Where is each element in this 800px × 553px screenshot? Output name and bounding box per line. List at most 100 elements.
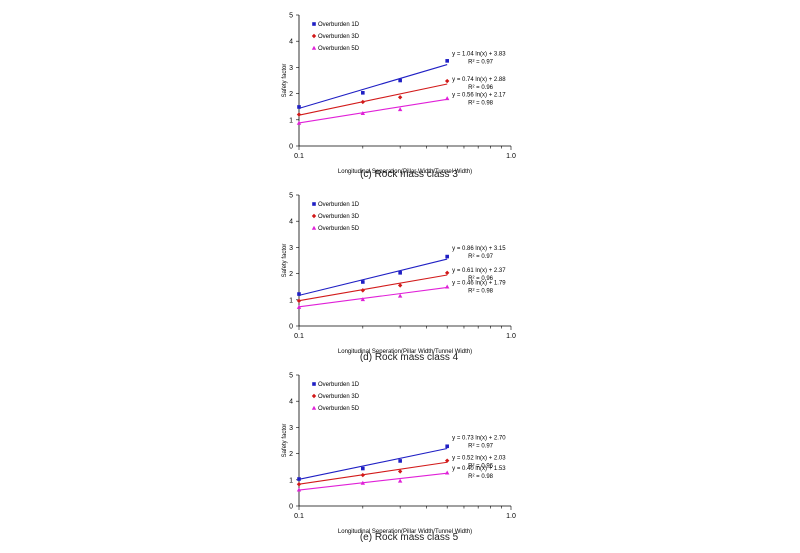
trendline-equation: y = 0.74 ln(x) + 2.88 <box>452 77 506 83</box>
chart-caption: (d) Rock mass class 4 <box>360 352 459 363</box>
trend-line-2 <box>298 274 448 302</box>
data-point <box>296 112 302 117</box>
data-point <box>360 472 366 478</box>
legend-label: Overburden 1D <box>318 382 360 388</box>
trendline-equation: y = 1.04 ln(x) + 3.83 <box>452 52 506 58</box>
r-squared-label: R² = 0.96 <box>468 85 494 91</box>
y-tick-label: 1 <box>289 477 293 484</box>
data-point <box>397 283 403 288</box>
r-squared-label: R² = 0.98 <box>468 288 494 294</box>
r-squared-label: R² = 0.98 <box>468 474 494 480</box>
legend-label: Overburden 3D <box>318 214 360 220</box>
data-point <box>444 78 450 84</box>
y-tick-label: 1 <box>289 117 293 124</box>
y-tick-label: 3 <box>289 245 293 252</box>
data-point <box>444 470 450 475</box>
y-tick-label: 5 <box>289 13 293 20</box>
trendline-equation: y = 0.56 ln(x) + 2.17 <box>452 92 506 98</box>
data-point <box>296 487 302 492</box>
trend-line-2 <box>298 83 448 116</box>
chart-panel-3: 0 1 2 3 4 5 0.1 1.0 Longitudinal Seperation(Pill… <box>282 373 516 544</box>
legend-label: Overburden 5D <box>318 226 360 232</box>
x-tick-label: 0.1 <box>294 153 304 160</box>
r-squared-label: R² = 0.97 <box>468 254 494 260</box>
data-point <box>296 304 302 309</box>
trendline-equation: y = 0.73 ln(x) + 2.70 <box>452 436 506 442</box>
data-point <box>397 469 403 474</box>
y-tick-label: 5 <box>289 193 293 200</box>
legend-marker <box>311 33 317 39</box>
trendline-equation: y = 0.46 ln(x) + 1.79 <box>452 280 506 286</box>
data-point <box>360 99 366 105</box>
trend-line-2 <box>298 461 448 485</box>
legend-marker <box>311 45 317 50</box>
trend-line-1 <box>298 64 448 109</box>
x-axis-title: Longitudinal Seperation(Pillar Width/Tun… <box>338 529 472 535</box>
data-point <box>397 293 403 298</box>
trendline-equation: y = 0.40 ln(x) + 1.53 <box>452 466 506 472</box>
data-point <box>360 111 366 116</box>
legend-marker <box>312 382 316 386</box>
x-tick-label: 1.0 <box>506 153 516 160</box>
y-tick-label: 3 <box>289 425 293 432</box>
y-axis-title: Safety factor <box>282 64 288 98</box>
legend-label: Overburden 1D <box>318 202 360 208</box>
data-point <box>361 280 365 284</box>
legend-label: Overburden 5D <box>318 406 360 412</box>
y-tick-label: 0 <box>289 504 293 511</box>
y-tick-label: 4 <box>289 399 293 406</box>
r-squared-label: R² = 0.98 <box>468 100 494 106</box>
data-point <box>397 95 403 100</box>
data-point <box>397 107 403 112</box>
y-axis-title: Safety factor <box>282 424 288 458</box>
trend-line-3 <box>298 472 448 491</box>
data-point <box>296 482 302 487</box>
data-point <box>444 284 450 289</box>
legend-label: Overburden 5D <box>318 46 360 52</box>
data-point <box>360 288 366 293</box>
trend-line-1 <box>298 447 448 480</box>
data-point <box>397 478 403 483</box>
r-squared-label: R² = 0.96 <box>468 463 494 469</box>
r-squared-label: R² = 0.97 <box>468 444 494 450</box>
data-point <box>297 477 301 481</box>
x-tick-label: 0.1 <box>294 513 304 520</box>
legend-marker <box>311 393 317 399</box>
data-point <box>296 120 302 125</box>
legend-marker <box>312 22 316 26</box>
legend-marker <box>312 202 316 206</box>
legend-label: Overburden 1D <box>318 22 360 28</box>
r-squared-label: R² = 0.96 <box>468 276 494 282</box>
data-point <box>297 105 301 109</box>
chart-panel-1: 0 1 2 3 4 5 0.1 1.0 Longitudinal Seperation(Pill… <box>282 13 516 181</box>
data-point <box>360 297 366 302</box>
y-tick-label: 4 <box>289 219 293 226</box>
trend-line-1 <box>298 258 448 296</box>
x-axis-title: Longitudinal Seperation(Pillar Width/Tun… <box>338 349 472 355</box>
data-point <box>445 59 449 63</box>
data-point <box>398 271 402 275</box>
y-tick-label: 0 <box>289 324 293 331</box>
y-axis-title: Safety factor <box>282 244 288 278</box>
data-point <box>297 292 301 296</box>
y-tick-label: 4 <box>289 39 293 46</box>
trendline-equation: y = 0.86 ln(x) + 3.15 <box>452 246 506 252</box>
r-squared-label: R² = 0.97 <box>468 60 494 66</box>
y-tick-label: 1 <box>289 297 293 304</box>
data-point <box>398 78 402 83</box>
y-tick-label: 2 <box>289 91 293 98</box>
data-point <box>444 96 450 101</box>
legend-marker <box>311 225 317 230</box>
data-point <box>444 458 450 463</box>
chart-caption: (e) Rock mass class 5 <box>360 532 459 543</box>
trend-line-3 <box>298 286 448 308</box>
legend-label: Overburden 3D <box>318 394 360 400</box>
y-tick-label: 3 <box>289 65 293 72</box>
legend-marker <box>311 213 317 219</box>
x-axis-title: Longitudinal Seperation(Pillar Width/Tun… <box>338 169 472 175</box>
legend-marker <box>311 405 317 410</box>
data-point <box>445 254 449 259</box>
y-tick-label: 5 <box>289 373 293 380</box>
data-point <box>296 298 302 304</box>
data-point <box>361 91 365 95</box>
